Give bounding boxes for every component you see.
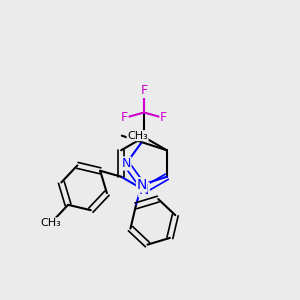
- Text: CH₃: CH₃: [127, 131, 148, 141]
- Text: F: F: [121, 111, 128, 124]
- Text: CH₃: CH₃: [40, 218, 61, 228]
- Text: N: N: [136, 178, 147, 192]
- Text: N: N: [122, 157, 131, 170]
- Text: F: F: [140, 84, 148, 98]
- Text: N: N: [139, 183, 149, 197]
- Text: F: F: [160, 111, 167, 124]
